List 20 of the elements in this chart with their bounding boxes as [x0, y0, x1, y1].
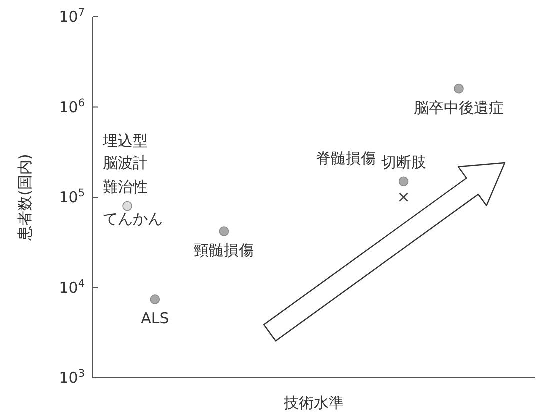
- y-tick-label: 10$^{3}$: [59, 368, 85, 387]
- y-tick-label: 10$^{6}$: [59, 97, 86, 116]
- data-label: 脳卒中後遺症: [414, 98, 504, 117]
- point: [122, 201, 132, 212]
- y-axis-title: 患者数(国内): [16, 154, 34, 242]
- data-label: 脊髄損傷: [316, 150, 376, 168]
- point: [399, 192, 408, 202]
- point: [454, 84, 464, 94]
- data-label: ALS: [141, 310, 170, 328]
- point: [219, 226, 230, 236]
- annotation: 難治性てんかん: [103, 178, 163, 228]
- annotation: 埋込型脳波計: [102, 132, 148, 172]
- data-label: 頸髄損傷: [194, 242, 254, 260]
- y-tick-label: 10$^{7}$: [59, 7, 85, 26]
- x-axis-title: 技術水準: [283, 394, 344, 412]
- data-label: 切断肢: [381, 154, 426, 172]
- y-tick-label: 10$^{5}$: [59, 188, 85, 206]
- point: [398, 176, 409, 187]
- y-tick-label: 10$^{4}$: [59, 278, 86, 297]
- point: [150, 294, 160, 304]
